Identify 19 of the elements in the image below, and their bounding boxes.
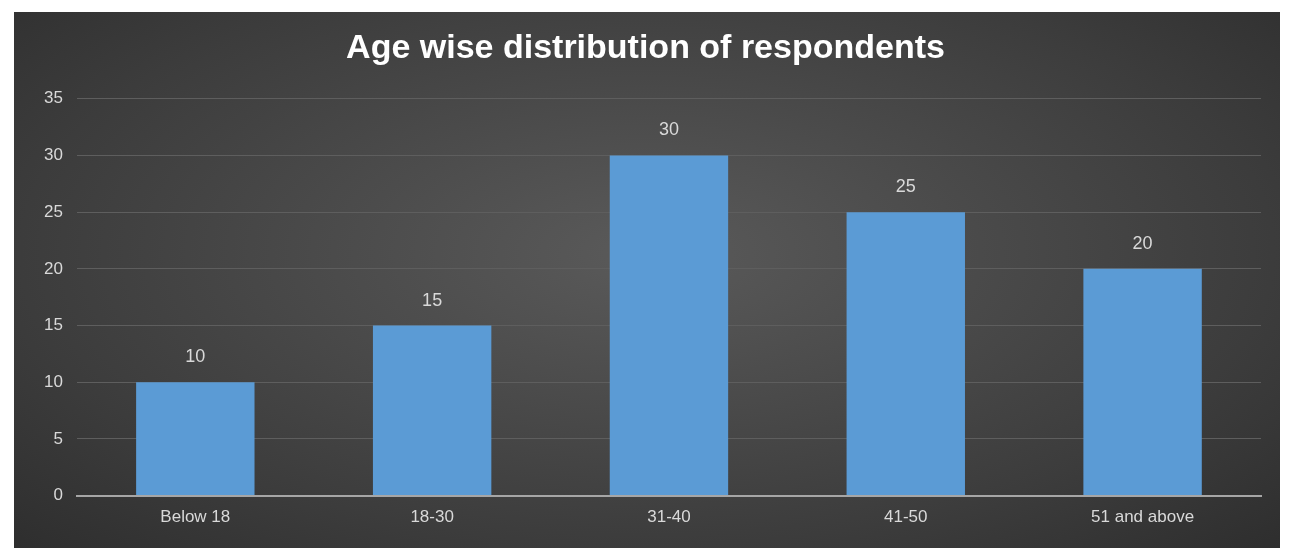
chart-title: Age wise distribution of respondents xyxy=(346,26,945,65)
y-tick-label: 25 xyxy=(43,201,63,221)
x-tick-label: Below 18 xyxy=(160,507,231,527)
data-label: 20 xyxy=(1132,232,1153,253)
y-tick-label: 35 xyxy=(43,88,63,108)
y-tick-label: 20 xyxy=(43,258,63,278)
data-label: 25 xyxy=(895,176,916,197)
x-tick-label: 31-40 xyxy=(647,507,691,527)
x-tick-label: 18-30 xyxy=(410,507,454,527)
y-tick-label: 10 xyxy=(43,371,63,391)
data-label: 15 xyxy=(422,289,443,310)
data-label: 30 xyxy=(658,119,679,140)
data-label: 10 xyxy=(185,346,206,367)
y-tick-label: 30 xyxy=(43,145,63,165)
x-tick-label: 51 and above xyxy=(1091,507,1195,527)
y-tick-label: 0 xyxy=(53,485,63,505)
x-tick-label: 41-50 xyxy=(884,507,928,527)
y-tick-label: 15 xyxy=(43,315,63,335)
y-tick-label: 5 xyxy=(53,428,63,448)
